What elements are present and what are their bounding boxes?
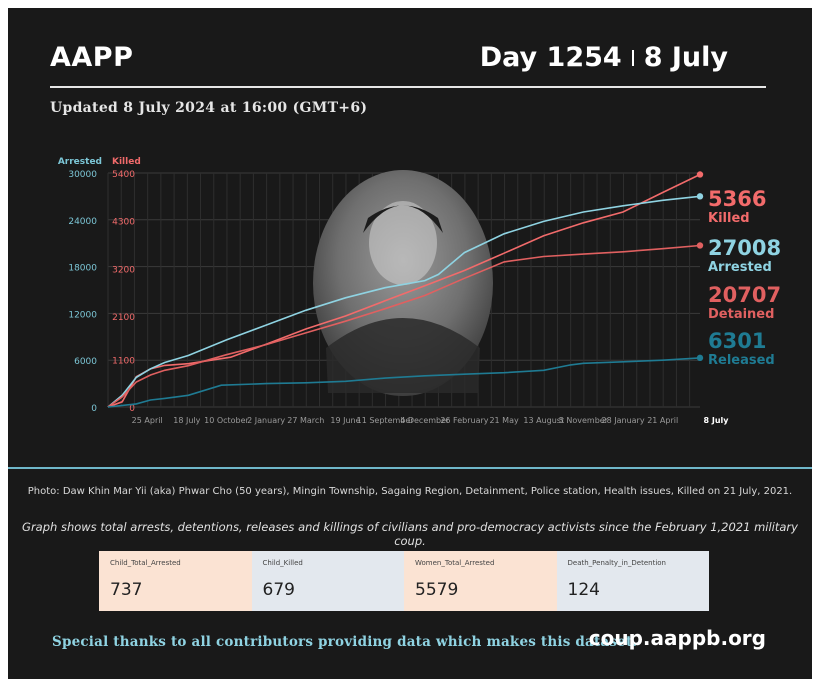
series-endpoint-arrested (696, 193, 704, 200)
site-link[interactable]: coup.aappb.org (588, 626, 766, 650)
y-tick-right: 0 (129, 404, 135, 414)
y-tick-left: 0 (91, 404, 97, 414)
y-tick-right: 5400 (112, 170, 135, 180)
x-tick-label: 27 March (287, 416, 324, 425)
stat-label: Women_Total_Arrested (415, 559, 495, 567)
y-tick-right: 3200 (112, 265, 135, 275)
end-name-killed: Killed (708, 211, 750, 226)
graph-note: Graph shows total arrests, detentions, r… (22, 520, 798, 548)
x-tick-label: 8 July (704, 416, 730, 425)
y-tick-left: 12000 (68, 310, 97, 320)
end-value-killed: 5366 (708, 187, 766, 211)
stat-value: 737 (110, 580, 143, 600)
portrait-photo (313, 170, 493, 396)
stat-death-penalty: Death_Penalty_in_Detention 124 (556, 551, 709, 611)
photo-caption: Photo: Daw Khin Mar Yii (aka) Phwar Cho … (27, 486, 793, 497)
timeline-chart: 0 6000 12000 18000 24000 30000 0 1100 2100 3200 43… (58, 157, 781, 425)
end-value-released: 6301 (708, 329, 766, 353)
x-tick-label: 19 June (330, 416, 360, 425)
stat-label: Child_Total_Arrested (110, 559, 181, 567)
org-title: AAPP (50, 42, 134, 73)
x-tick-label: 21 May (489, 416, 519, 425)
series-endpoint-detained (696, 242, 704, 249)
thanks-text: Special thanks to all contributors provi… (52, 634, 638, 650)
stat-value: 124 (567, 580, 600, 600)
stat-child-total-arrested: Child_Total_Arrested 737 (99, 551, 252, 611)
y-tick-left: 6000 (74, 357, 97, 367)
y-tick-left: 30000 (68, 170, 97, 180)
series-line-released (107, 357, 701, 408)
y-tick-right: 4300 (112, 218, 135, 228)
end-name-arrested: Arrested (708, 260, 772, 275)
end-value-detained: 20707 (708, 283, 781, 307)
section-divider (8, 467, 812, 469)
y-tick-right: 1100 (112, 356, 135, 366)
x-tick-label: 5 November (559, 416, 609, 425)
y-tick-left: 18000 (68, 264, 97, 274)
chart-series (107, 171, 704, 408)
day-date: 8 July (643, 42, 728, 73)
x-tick-label: 18 July (173, 416, 200, 425)
x-tick-label: 25 April (132, 416, 163, 425)
series-line-detained (107, 244, 701, 408)
series-line-arrested (107, 195, 701, 408)
end-value-arrested: 27008 (708, 236, 781, 260)
series-endpoint-killed (696, 171, 704, 178)
chart-axes: 0 6000 12000 18000 24000 30000 0 1100 2100 3200 43… (58, 157, 729, 425)
updated-timestamp: Updated 8 July 2024 at 16:00 (GMT+6) (50, 100, 368, 116)
x-tick-label: 13 August (523, 416, 564, 425)
stat-label: Death_Penalty_in_Detention (567, 559, 666, 567)
x-tick-label: 11 September (357, 416, 415, 425)
header-rule (50, 86, 766, 88)
end-name-released: Released (708, 353, 775, 368)
axis-title-killed: Killed (112, 157, 141, 167)
day-number: Day 1254 (479, 42, 622, 73)
end-name-detained: Detained (708, 307, 774, 322)
y-tick-left: 24000 (68, 217, 97, 227)
x-tick-label: 28 January (602, 416, 645, 425)
day-counter: Day 1254 8 July (480, 42, 728, 73)
y-tick-right: 2100 (112, 313, 135, 323)
x-tick-label: 26 February (440, 416, 488, 425)
stat-value: 5579 (415, 580, 459, 600)
day-separator (631, 49, 634, 66)
x-tick-label: 10 October (204, 416, 249, 425)
infographic-card: AAPP Day 1254 8 July Updated 8 July 2024… (8, 8, 812, 679)
stat-label: Child_Killed (262, 559, 303, 567)
stat-child-killed: Child_Killed 679 (251, 551, 404, 611)
x-tick-label: 21 April (647, 416, 678, 425)
axis-title-arrested: Arrested (58, 157, 102, 167)
series-endpoint-released (696, 354, 704, 362)
x-tick-label: 4 December (400, 416, 450, 425)
stats-strip: Child_Total_Arrested 737 Child_Killed 67… (99, 551, 709, 611)
stat-women-total-arrested: Women_Total_Arrested 5579 (404, 551, 557, 611)
stat-value: 679 (262, 580, 295, 600)
x-tick-label: 2 January (247, 416, 285, 425)
